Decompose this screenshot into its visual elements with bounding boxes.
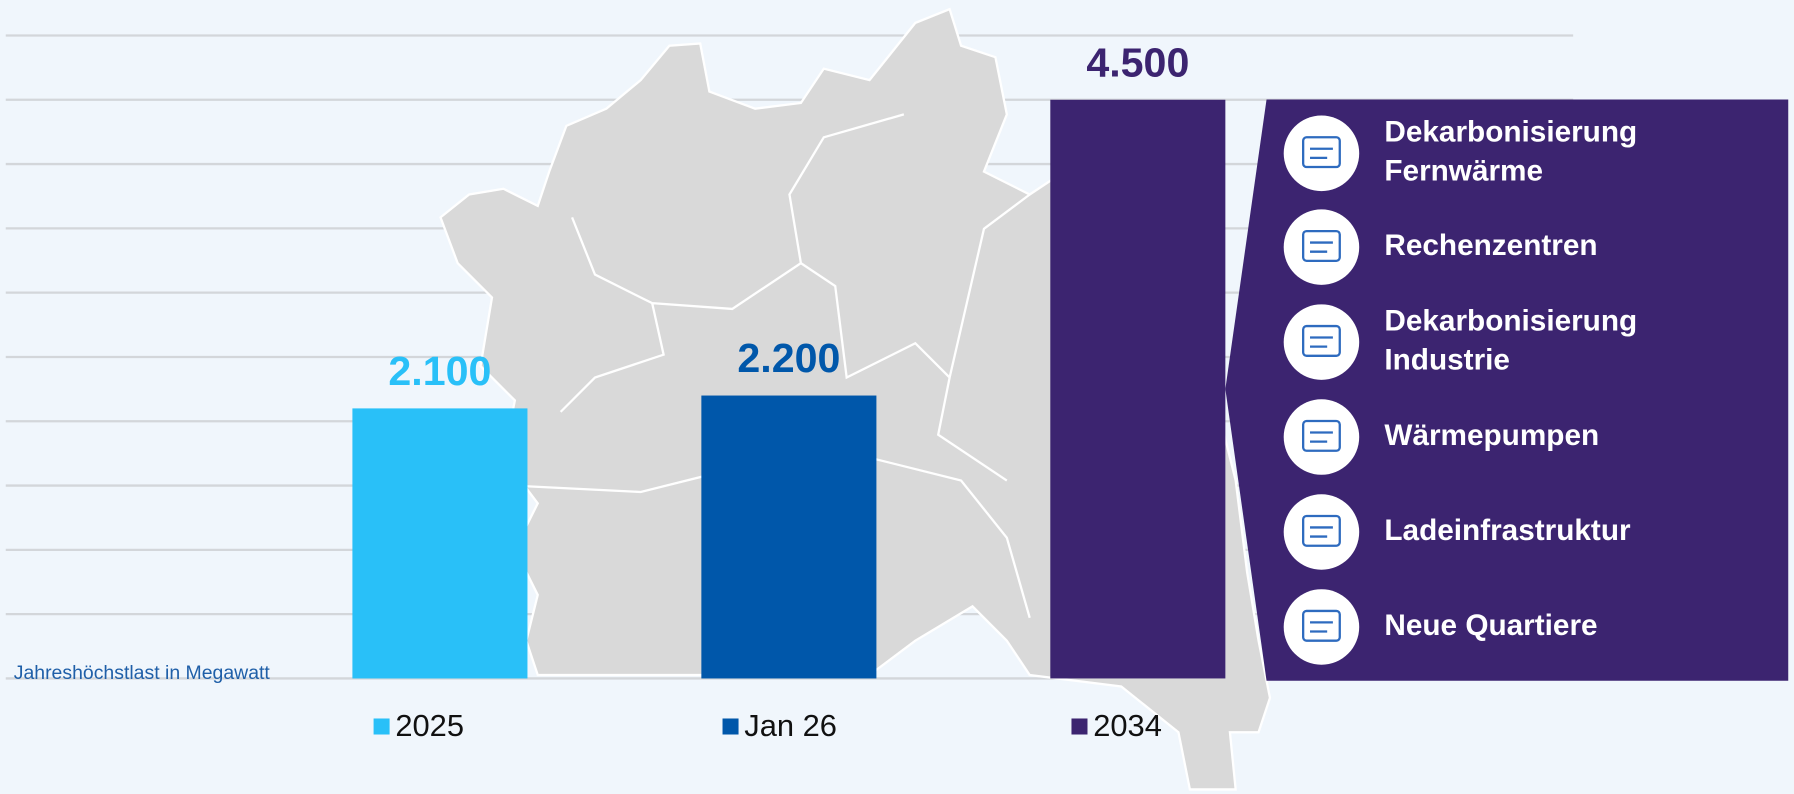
icon-shape [1302, 609, 1341, 642]
value-label: 2.200 [737, 335, 840, 381]
item-icon [1302, 514, 1341, 547]
legend-swatch [722, 718, 739, 735]
item-label: Dekarbonisierung [1384, 116, 1637, 149]
item-icon [1302, 609, 1341, 642]
value-label: 4.500 [1086, 39, 1189, 85]
icon-shape [1302, 514, 1341, 547]
icon-shape [1302, 136, 1341, 169]
map-borders [526, 113, 1031, 619]
legend-swatch [373, 718, 390, 735]
bar [1050, 99, 1226, 679]
item-icon [1302, 229, 1341, 262]
item-label: Dekarbonisierung [1384, 304, 1637, 337]
item-label: Fernwärme [1384, 155, 1543, 188]
y-axis-label: Jahreshöchstlast in Megawatt [14, 662, 271, 684]
bar [352, 408, 528, 679]
item-icon [1302, 136, 1341, 169]
legend-label: 2025 [395, 708, 464, 743]
icon-shape [1302, 324, 1341, 357]
item-icon [1302, 419, 1341, 452]
icon-shape [1302, 229, 1341, 262]
item-icon-bg [1283, 304, 1360, 380]
value-label: 2.100 [388, 348, 491, 394]
item-label: Rechenzentren [1384, 229, 1597, 262]
item-label: Neue Quartiere [1384, 609, 1597, 642]
category-panel [1225, 99, 1789, 681]
item-icon-bg [1283, 589, 1360, 665]
item-icon-bg [1283, 209, 1360, 285]
item-icon [1302, 324, 1341, 357]
legend-label: 2034 [1093, 708, 1162, 743]
item-icon-bg [1283, 494, 1360, 570]
icon-shape [1302, 419, 1341, 452]
item-label: Ladeinfrastruktur [1384, 514, 1631, 547]
item-icon-bg [1283, 399, 1360, 475]
legend-label: Jan 26 [744, 708, 837, 743]
item-label: Industrie [1384, 343, 1510, 376]
item-icon-bg [1283, 115, 1360, 192]
item-label: Wärmepumpen [1384, 419, 1599, 452]
legend-swatch [1071, 718, 1088, 735]
bar [701, 395, 877, 679]
